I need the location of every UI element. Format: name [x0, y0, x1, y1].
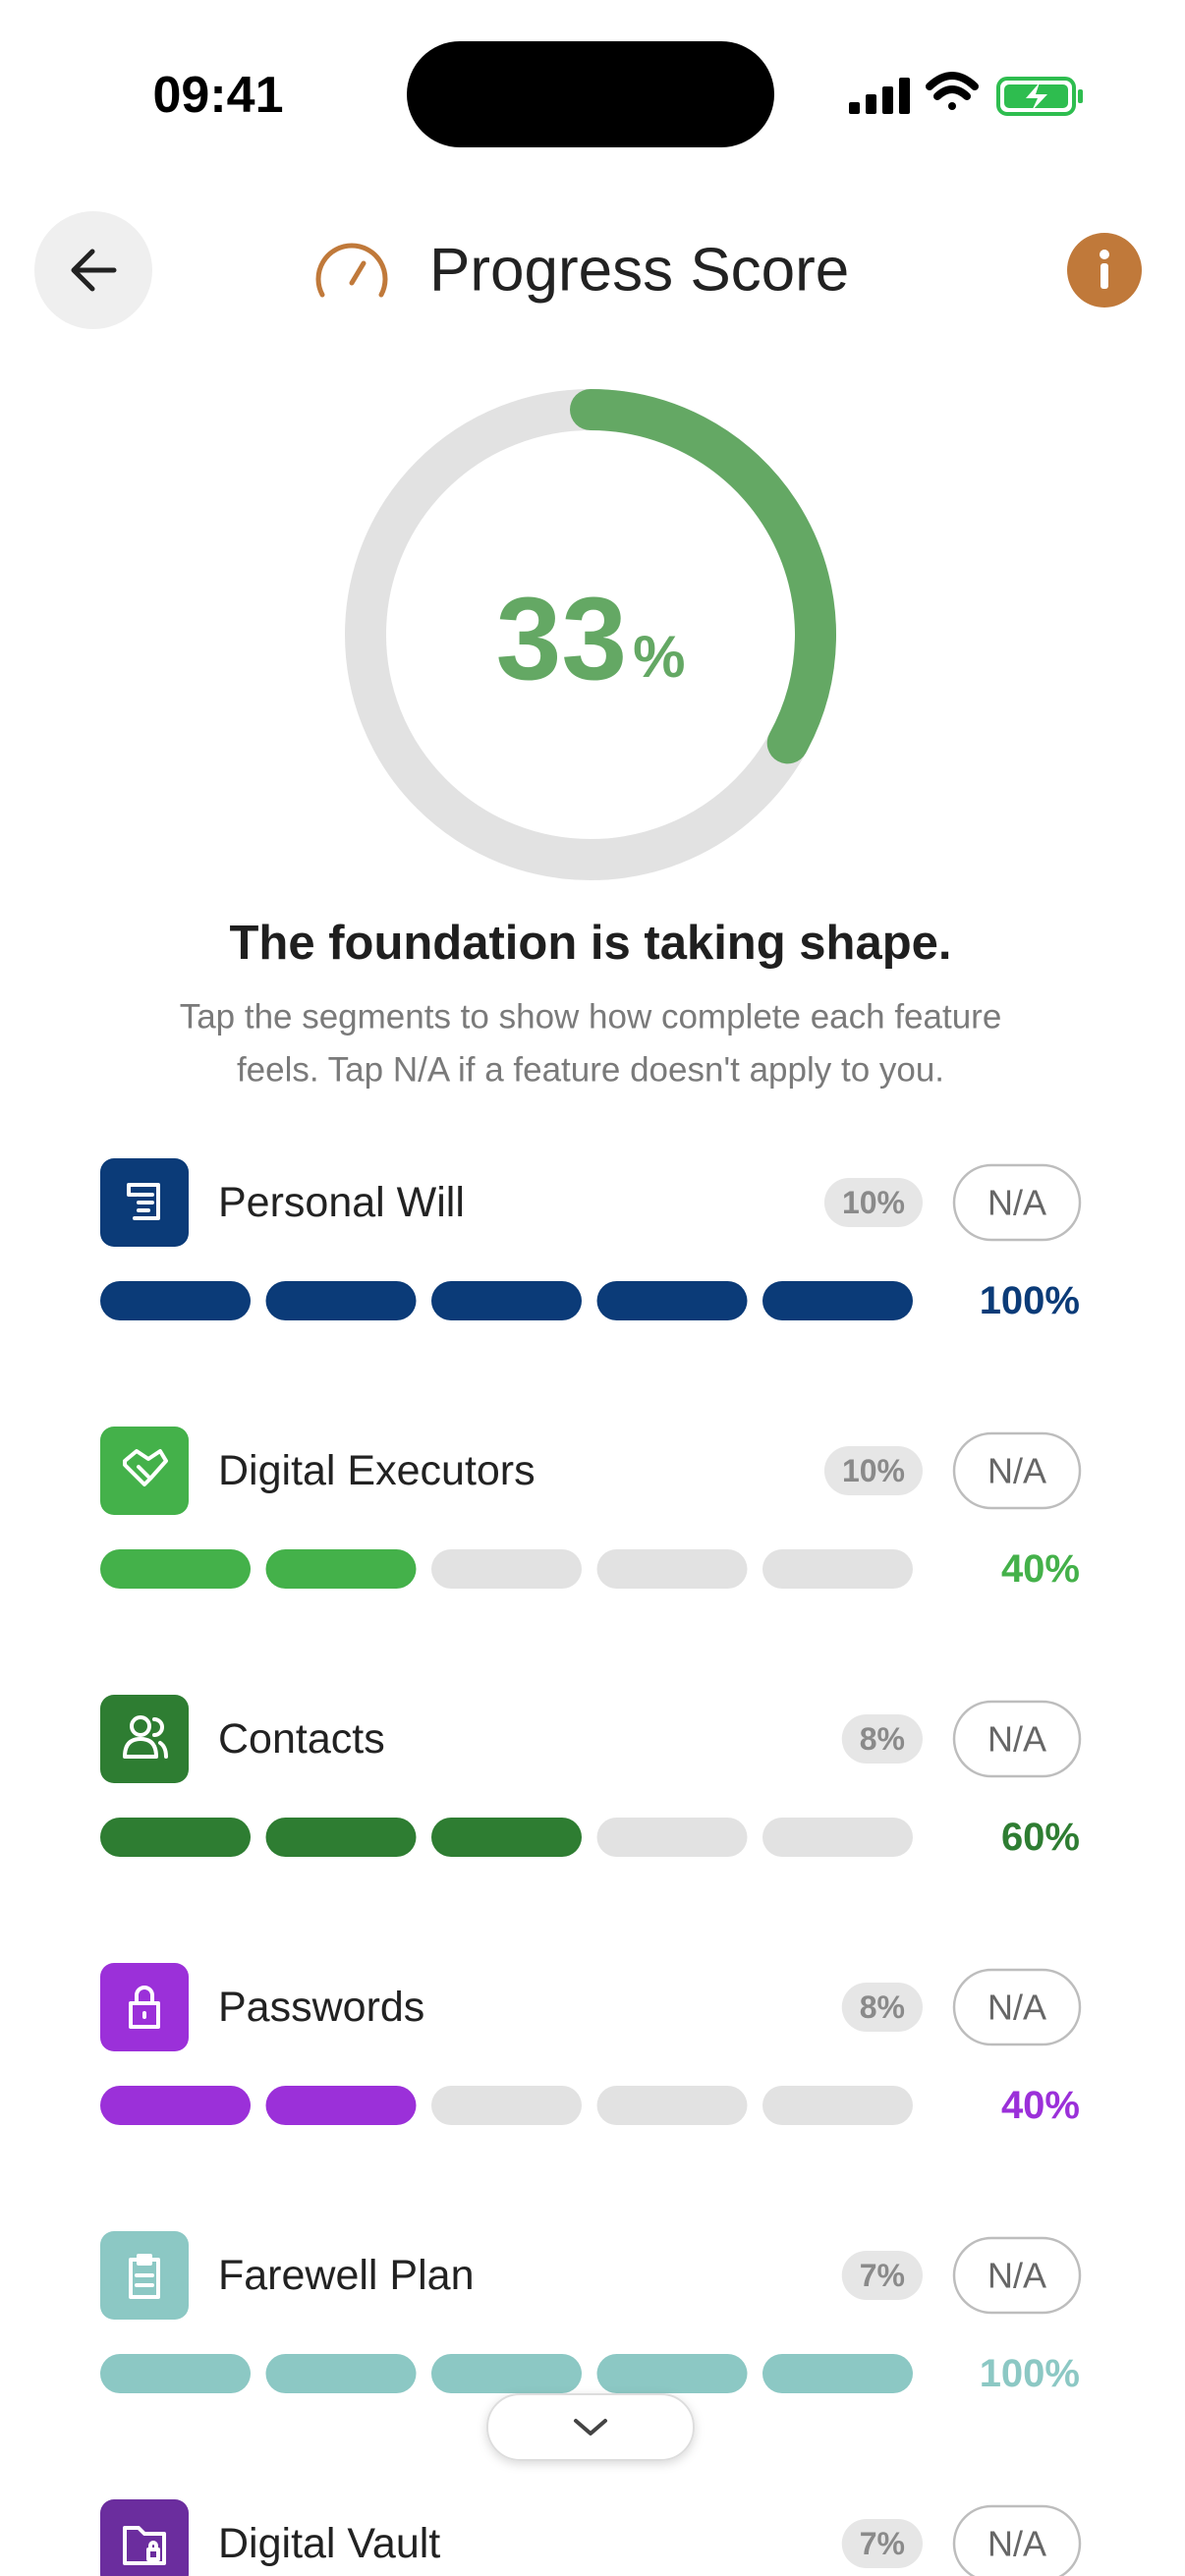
progress-label: 100%: [980, 2352, 1080, 2395]
score-ring: [570, 389, 836, 764]
progress-segment[interactable]: [762, 1818, 913, 1857]
feature-glyph: [123, 1715, 168, 1759]
progress-label: 100%: [980, 1279, 1080, 1322]
feature-weight: 7%: [860, 2258, 905, 2293]
feature-row: Farewell Plan 7% N/A 100%: [100, 2231, 1082, 2395]
feature-glyph: [123, 1449, 168, 1486]
feature-list: Personal Will 10% N/A 100% Digital Executors…: [100, 1158, 1082, 2576]
progress-segment[interactable]: [100, 2354, 251, 2393]
na-button[interactable]: [952, 1431, 1082, 1510]
na-button[interactable]: [952, 1700, 1082, 1778]
progress-segment[interactable]: [431, 1281, 582, 1320]
progress-segment[interactable]: [762, 1281, 913, 1320]
progress-segment[interactable]: [265, 1549, 417, 1589]
weight-pill: [841, 1714, 923, 1764]
weight-pill: [841, 2519, 923, 2568]
progress-segment[interactable]: [100, 1281, 251, 1320]
na-label: N/A: [988, 1988, 1046, 2028]
progress-label: 40%: [1001, 2084, 1080, 2127]
feature-row: Passwords 8% N/A 40%: [100, 1963, 1082, 2127]
back-arrow: [71, 249, 117, 292]
na-label: N/A: [988, 1719, 1046, 1760]
na-label: N/A: [988, 2256, 1046, 2296]
progress-segment[interactable]: [100, 1549, 251, 1589]
message-body: feels. Tap N/A if a feature doesn't appl…: [237, 1051, 944, 1090]
feature-name: Digital Vault: [218, 2520, 440, 2567]
feature-weight: 7%: [860, 2526, 905, 2561]
progress-segment[interactable]: [431, 2086, 582, 2125]
signal-icon: [849, 78, 910, 114]
score-unit: %: [633, 624, 685, 690]
feature-row: Digital Vault 7% N/A: [100, 2499, 1082, 2576]
progress-segment[interactable]: [596, 1818, 748, 1857]
weight-pill: [823, 1178, 923, 1227]
progress-segment[interactable]: [100, 1818, 251, 1857]
progress-segment[interactable]: [762, 2354, 913, 2393]
feature-weight: 10%: [842, 1453, 905, 1488]
progress-segment[interactable]: [431, 1549, 582, 1589]
scroll-down-button[interactable]: [486, 2393, 695, 2461]
feature-glyph: [129, 2254, 160, 2299]
progress-segment[interactable]: [596, 1281, 748, 1320]
battery-icon: [996, 77, 1083, 116]
progress-segment[interactable]: [265, 1281, 417, 1320]
na-label: N/A: [988, 1183, 1046, 1223]
chevron-down: [574, 2419, 607, 2436]
na-button[interactable]: [952, 1968, 1082, 2046]
na-button[interactable]: [952, 2236, 1082, 2315]
feature-row: Digital Executors 10% N/A 40%: [100, 1427, 1082, 1591]
feature-glyph: [123, 2526, 166, 2565]
dynamic-island: [407, 41, 774, 147]
progress-label: 40%: [1001, 1547, 1080, 1591]
feature-name: Personal Will: [218, 1179, 465, 1226]
message-heading: The foundation is taking shape.: [229, 917, 951, 970]
gauge-icon: [315, 243, 388, 298]
weight-pill: [823, 1446, 923, 1495]
progress-segment[interactable]: [100, 2086, 251, 2125]
feature-row: Personal Will 10% N/A 100%: [100, 1158, 1082, 1322]
progress-segment[interactable]: [596, 1549, 748, 1589]
weight-pill: [841, 1983, 923, 2032]
na-button[interactable]: [952, 2504, 1082, 2576]
na-button[interactable]: [952, 1163, 1082, 1242]
progress-segment[interactable]: [762, 1549, 913, 1589]
feature-row: Contacts 8% N/A 60%: [100, 1695, 1082, 1859]
feature-icon: [100, 1963, 189, 2051]
message-body: Tap the segments to show how complete ea…: [180, 998, 1002, 1036]
progress-segment[interactable]: [265, 2354, 417, 2393]
feature-name: Digital Executors: [218, 1447, 536, 1494]
feature-icon: [100, 2499, 189, 2576]
status-time: 09:41: [153, 67, 284, 124]
feature-name: Farewell Plan: [218, 2252, 475, 2299]
progress-label: 60%: [1001, 1816, 1080, 1859]
score-value: 33: [496, 573, 627, 704]
score-text: 33%: [496, 573, 686, 704]
feature-name: Passwords: [218, 1984, 424, 2031]
feature-name: Contacts: [218, 1715, 385, 1763]
wifi-icon: [926, 72, 979, 110]
progress-segment[interactable]: [596, 2086, 748, 2125]
na-label: N/A: [988, 2524, 1046, 2564]
feature-glyph: [129, 1986, 160, 2029]
progress-segment[interactable]: [265, 2086, 417, 2125]
weight-pill: [841, 2251, 923, 2300]
feature-weight: 8%: [860, 1721, 905, 1757]
progress-segment[interactable]: [762, 2086, 913, 2125]
feature-weight: 10%: [842, 1185, 905, 1220]
info-glyph: [1100, 250, 1109, 289]
progress-segment[interactable]: [596, 2354, 748, 2393]
progress-segment[interactable]: [265, 1818, 417, 1857]
na-label: N/A: [988, 1451, 1046, 1491]
feature-glyph: [127, 1183, 160, 1220]
page-title: Progress Score: [429, 237, 849, 305]
feature-weight: 8%: [860, 1989, 905, 2025]
progress-segment[interactable]: [431, 2354, 582, 2393]
progress-segment[interactable]: [431, 1818, 582, 1857]
